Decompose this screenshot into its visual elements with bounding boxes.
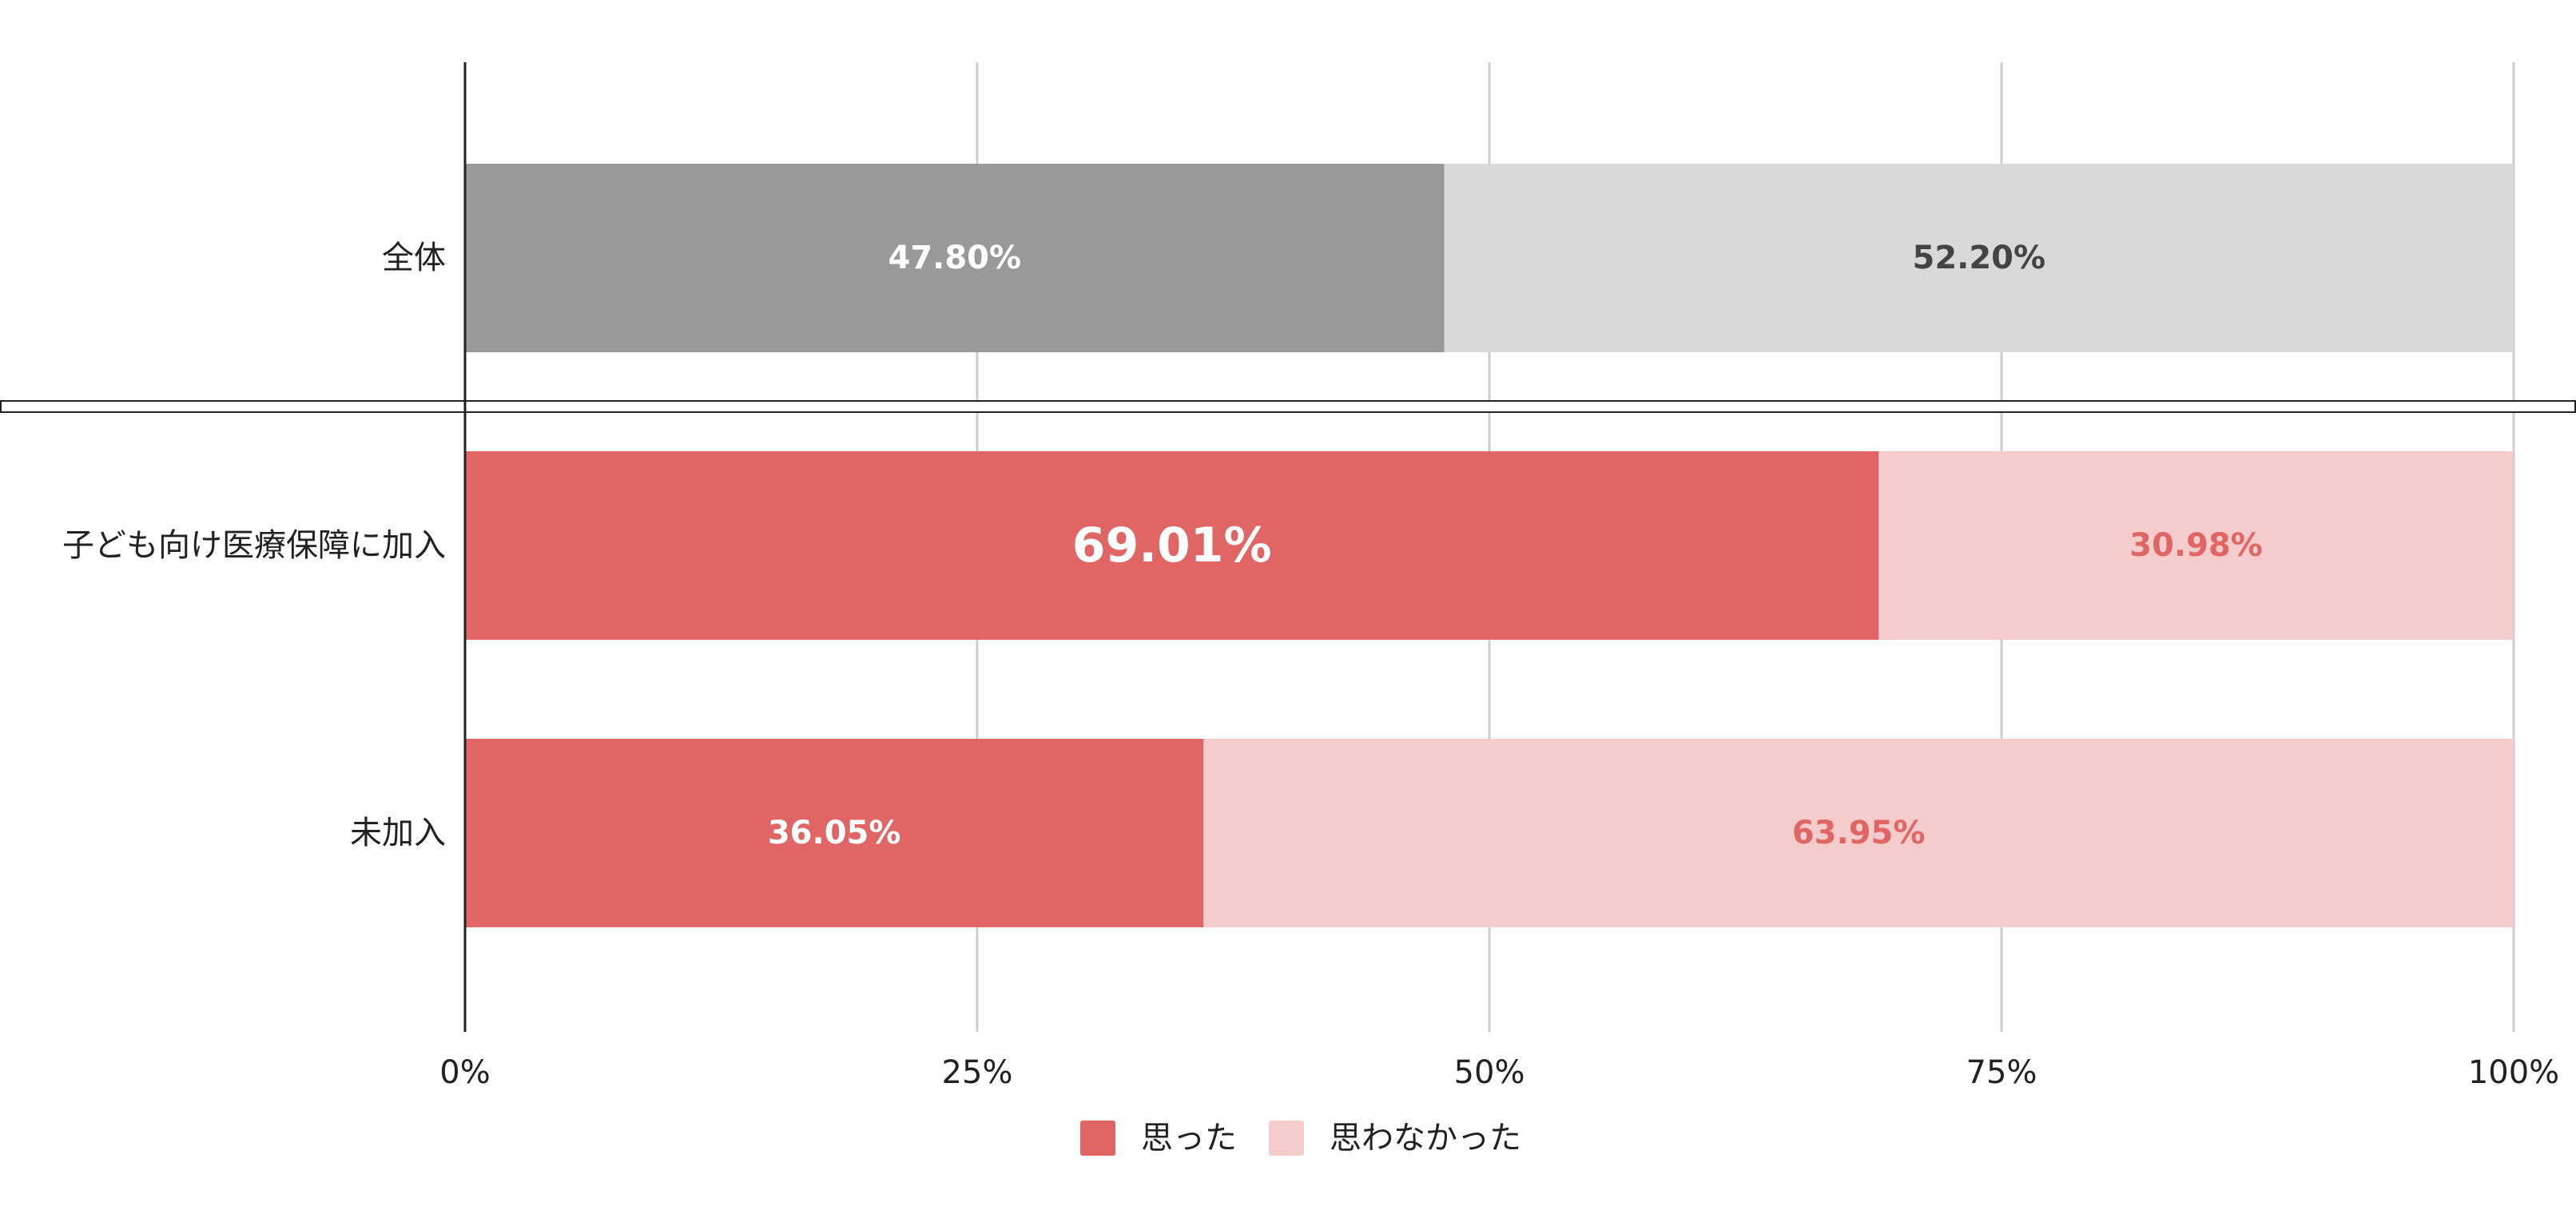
data-label: 36.05% — [768, 815, 901, 851]
bar-not-thought-0 — [1444, 164, 2514, 352]
data-label: 47.80% — [888, 240, 1021, 276]
bar-thought-1 — [465, 451, 1879, 640]
x-tick-label: 25% — [942, 1054, 1013, 1091]
data-label: 69.01% — [1072, 518, 1272, 573]
legend-swatch — [1269, 1121, 1304, 1156]
data-label: 30.98% — [2129, 527, 2263, 564]
axis-break — [0, 400, 2576, 413]
bars — [465, 164, 2514, 927]
legend: 思った 思わなかった — [1080, 1120, 1521, 1157]
data-label: 52.20% — [1912, 240, 2045, 276]
bar-thought-2 — [465, 739, 1204, 927]
bar-thought-0 — [465, 164, 1445, 352]
legend-label: 思った — [1141, 1120, 1237, 1157]
category-label: 子ども向け医療保障に加入 — [62, 527, 446, 564]
bar-not-thought-2 — [1203, 739, 2514, 927]
data-labels: 47.80% 52.20% 69.01% 30.98% 36.05% 63.95% — [768, 240, 2263, 851]
category-label: 全体 — [382, 240, 446, 276]
legend-swatch — [1080, 1121, 1115, 1156]
axis-break-band — [0, 400, 2576, 413]
x-tick-label: 100% — [2468, 1054, 2559, 1091]
x-tick-label: 75% — [1966, 1054, 2037, 1091]
category-label: 未加入 — [350, 815, 446, 851]
legend-label: 思わなかった — [1330, 1120, 1521, 1157]
x-tick-label: 50% — [1454, 1054, 1525, 1091]
data-label: 63.95% — [1792, 815, 1926, 851]
bar-not-thought-1 — [1878, 451, 2514, 640]
x-tick-label: 0% — [439, 1054, 490, 1091]
